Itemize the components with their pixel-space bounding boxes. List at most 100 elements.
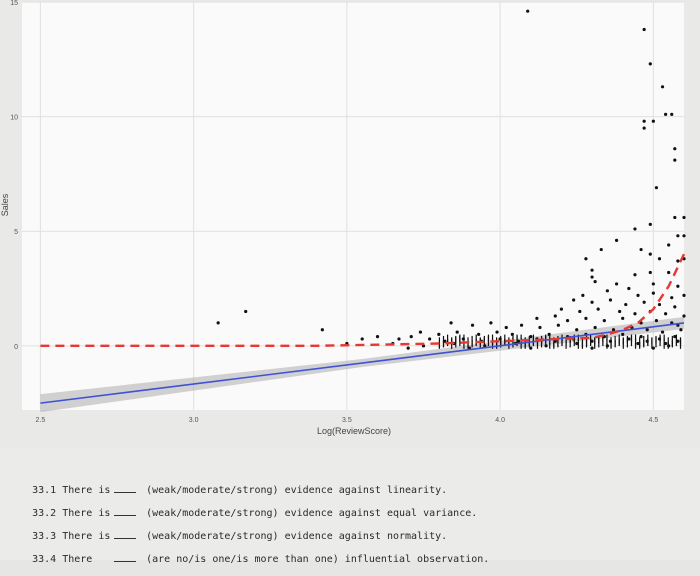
data-point — [443, 339, 447, 343]
data-point — [532, 334, 535, 341]
data-point — [659, 334, 661, 341]
question-prefix: 33.2 There is — [32, 508, 114, 519]
data-point — [545, 340, 547, 347]
data-point — [642, 126, 646, 130]
data-point — [608, 298, 613, 302]
fit-lines — [40, 253, 686, 404]
data-point — [428, 337, 432, 341]
data-point — [459, 334, 461, 341]
data-point — [375, 335, 380, 339]
data-point — [676, 339, 680, 343]
data-point — [553, 341, 555, 348]
data-point — [504, 338, 506, 345]
tick-labels: 2.5 3.0 3.5 4.0 4.5 0 5 10 15 — [10, 0, 658, 424]
data-point — [590, 300, 594, 304]
data-point — [673, 335, 677, 339]
data-point — [577, 342, 579, 349]
data-point — [418, 330, 423, 334]
data-point — [216, 321, 220, 325]
data-point — [675, 338, 678, 345]
data-point — [559, 307, 564, 311]
data-point — [594, 342, 596, 349]
data-point — [651, 342, 653, 349]
y-tick-label: 15 — [10, 0, 18, 7]
data-point — [244, 309, 248, 314]
data-point — [654, 186, 659, 190]
data-point — [596, 307, 600, 311]
data-point — [556, 323, 560, 327]
data-point — [664, 312, 668, 316]
data-point — [479, 342, 481, 349]
data-point — [487, 334, 490, 341]
data-point — [673, 158, 677, 162]
data-point — [590, 339, 594, 343]
data-point — [645, 328, 649, 332]
data-point — [581, 293, 585, 297]
data-point — [676, 284, 680, 288]
data-point — [675, 334, 678, 341]
data-point — [540, 341, 543, 348]
data-point — [409, 335, 413, 339]
answer-blank[interactable] — [114, 529, 137, 539]
answer-blank[interactable] — [114, 552, 137, 562]
data-point — [651, 346, 655, 350]
data-point — [654, 319, 659, 323]
data-point — [573, 334, 575, 341]
data-point — [670, 112, 674, 116]
data-point — [651, 337, 653, 344]
data-point — [512, 335, 514, 342]
data-point — [495, 330, 499, 334]
data-point — [642, 300, 646, 304]
data-point — [500, 335, 502, 342]
data-point — [682, 215, 686, 220]
data-point — [470, 323, 475, 327]
data-point — [590, 275, 594, 279]
question-lead: There is — [62, 508, 111, 519]
data-point — [594, 337, 596, 344]
data-point — [598, 335, 600, 342]
data-point — [670, 296, 674, 300]
data-point — [630, 340, 633, 347]
data-point — [467, 341, 469, 348]
question-number: 33.3 — [32, 531, 57, 542]
data-point — [549, 334, 551, 341]
data-point — [520, 338, 522, 345]
question-number: 33.1 — [32, 485, 57, 496]
data-point — [475, 334, 477, 341]
data-point — [626, 335, 628, 342]
answer-blank[interactable] — [114, 483, 137, 493]
data-point — [676, 234, 680, 238]
data-point — [437, 332, 441, 336]
data-point — [639, 335, 643, 339]
data-point — [605, 289, 609, 293]
data-point — [590, 334, 592, 341]
data-point — [682, 234, 686, 238]
data-point — [648, 270, 652, 275]
data-point — [614, 238, 619, 242]
data-point — [536, 342, 539, 349]
data-point — [599, 247, 603, 252]
answer-blank[interactable] — [114, 506, 137, 516]
data-point — [535, 316, 539, 320]
data-point — [627, 286, 631, 291]
data-point — [483, 341, 485, 348]
data-point — [451, 337, 453, 344]
data-point — [673, 305, 677, 309]
data-point — [660, 330, 665, 334]
data-point — [606, 338, 608, 345]
data-point — [529, 335, 533, 339]
data-point — [634, 338, 637, 345]
y-tick-label: 0 — [14, 344, 18, 351]
data-point — [621, 332, 625, 336]
data-point — [593, 325, 597, 330]
data-point — [618, 338, 620, 345]
data-point — [633, 273, 637, 277]
question-prefix: 33.1 There is — [32, 485, 114, 496]
data-point — [467, 337, 469, 344]
data-point — [463, 334, 465, 341]
data-point — [676, 259, 680, 263]
question-text: (weak/moderate/strong) evidence against … — [146, 485, 448, 496]
question-row: 33.3 There is (weak/moderate/strong) evi… — [8, 518, 447, 553]
data-point — [455, 335, 457, 342]
data-point — [614, 282, 619, 286]
